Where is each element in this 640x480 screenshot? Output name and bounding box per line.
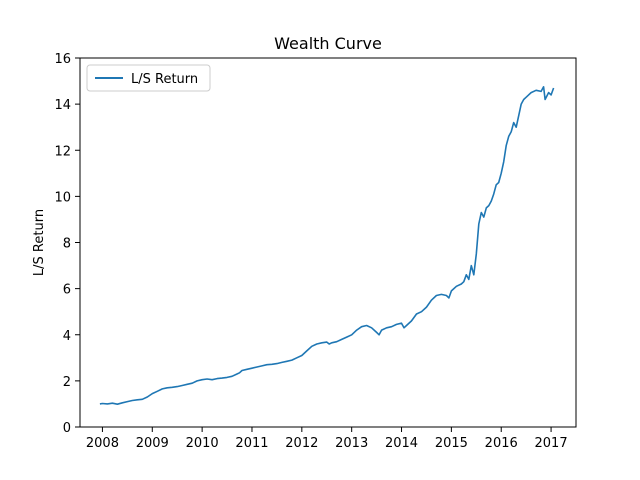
x-tick-label: 2008	[86, 436, 119, 451]
series-line	[99, 86, 555, 406]
axis-ticks: 2008 2009 2010 2011 2012 2013 2014 2015 2016 2017…	[54, 52, 567, 451]
x-tick-label: 2011	[235, 436, 268, 451]
x-tick-label: 2013	[335, 436, 368, 451]
y-tick-label: 6	[63, 283, 71, 298]
legend-box	[86, 64, 211, 92]
x-tick-label: 2009	[136, 436, 169, 451]
y-tick-label: 8	[63, 237, 71, 252]
y-tick-label: 2	[63, 375, 71, 390]
chart-title: Wealth Curve	[274, 34, 382, 53]
legend-label: L/S Return	[131, 72, 198, 87]
y-tick-label: 0	[63, 421, 71, 436]
x-tick-label: 2015	[435, 436, 468, 451]
y-tick-label: 4	[63, 329, 71, 344]
x-tick-label: 2012	[285, 436, 318, 451]
plot-frame	[79, 57, 577, 428]
y-tick-label: 16	[54, 52, 71, 67]
x-tick-label: 2010	[186, 436, 219, 451]
y-tick-label: 14	[54, 98, 71, 113]
y-tick-label: 12	[54, 144, 71, 159]
series-layer	[99, 86, 555, 406]
x-tick-label: 2014	[385, 436, 418, 451]
x-tick-label: 2017	[535, 436, 568, 451]
legend: L/S Return	[86, 64, 211, 92]
x-tick-label: 2016	[485, 436, 518, 451]
y-axis-label: L/S Return	[32, 209, 47, 276]
y-tick-label: 10	[54, 190, 71, 205]
